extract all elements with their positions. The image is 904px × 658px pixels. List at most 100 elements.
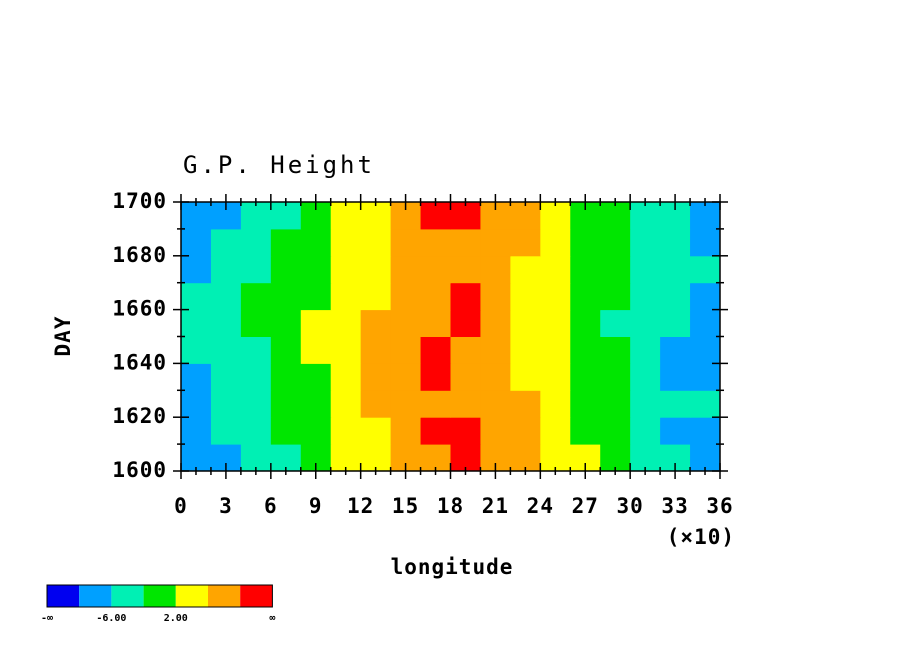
heat-cell: [360, 444, 392, 472]
x-tick-label: 24: [527, 494, 554, 518]
heat-cell: [270, 282, 302, 311]
heat-cell: [510, 255, 541, 284]
heat-cell: [630, 444, 661, 472]
heat-cell: [480, 390, 511, 418]
heat-cell: [181, 390, 212, 418]
heat-cell: [360, 255, 392, 284]
y-tick-label: 1660: [112, 297, 167, 321]
colorbar-label: ∞: [269, 613, 275, 624]
heat-cell: [181, 417, 212, 445]
colorbar-swatch: [111, 585, 144, 607]
heat-cell: [300, 417, 332, 445]
heat-cell: [210, 255, 242, 284]
heat-cell: [270, 202, 302, 230]
heat-cell: [330, 363, 362, 391]
heat-cell: [510, 202, 541, 230]
heat-cell: [480, 309, 511, 337]
heat-cell: [240, 255, 272, 284]
heat-cell: [690, 255, 721, 284]
heat-cell: [600, 390, 631, 418]
heat-cell: [510, 228, 541, 257]
heat-cell: [630, 363, 661, 391]
heat-cell: [630, 309, 661, 337]
heat-cell: [210, 417, 242, 445]
heat-cell: [600, 255, 631, 284]
heat-cell: [270, 444, 302, 472]
heat-cell: [210, 363, 242, 391]
heat-cell: [240, 444, 272, 472]
heat-cell: [420, 309, 451, 337]
heat-cell: [630, 282, 661, 311]
heat-cell: [540, 202, 571, 230]
heat-cell: [300, 363, 332, 391]
heat-cell: [360, 390, 392, 418]
heat-cell: [360, 202, 392, 230]
heat-cell: [300, 255, 332, 284]
heat-cell: [420, 202, 451, 230]
heat-cell: [210, 309, 242, 337]
heat-cell: [450, 444, 481, 472]
y-tick-label: 1640: [112, 350, 167, 374]
x-tick-label: 3: [219, 494, 233, 518]
heat-cell: [450, 282, 481, 311]
heat-cell: [181, 228, 212, 257]
heat-cell: [630, 228, 661, 257]
heat-cell: [420, 390, 451, 418]
heat-cell: [181, 363, 212, 391]
heat-cell: [270, 255, 302, 284]
x-tick-label: 6: [264, 494, 278, 518]
heat-cell: [390, 336, 422, 364]
heat-cell: [510, 309, 541, 337]
heat-cell: [660, 390, 691, 418]
heat-cell: [600, 282, 631, 311]
heat-cell: [420, 282, 451, 311]
heat-cell: [360, 336, 392, 364]
heat-cell: [630, 202, 661, 230]
heat-cell: [300, 390, 332, 418]
heat-cell: [510, 282, 541, 311]
heat-cell: [630, 390, 661, 418]
heat-cell: [690, 363, 721, 391]
heat-cell: [660, 228, 691, 257]
heat-cell: [690, 282, 721, 311]
heat-cell: [600, 336, 631, 364]
heat-cell: [390, 282, 422, 311]
heat-cell: [420, 444, 451, 472]
heat-cell: [330, 202, 362, 230]
heat-cell: [330, 390, 362, 418]
y-tick-label: 1620: [112, 404, 167, 428]
heat-cell: [390, 390, 422, 418]
heat-cell: [450, 309, 481, 337]
heat-cell: [600, 444, 631, 472]
y-tick-label: 1600: [112, 458, 167, 482]
heat-cell: [540, 255, 571, 284]
x-tick-label: 27: [572, 494, 599, 518]
heat-cell: [540, 282, 571, 311]
heat-cell: [181, 202, 212, 230]
heat-cell: [420, 363, 451, 391]
heat-cell: [240, 390, 272, 418]
heat-cell: [360, 282, 392, 311]
colorbar-swatch: [208, 585, 241, 607]
x-tick-label: 36: [706, 494, 733, 518]
heat-cell: [510, 444, 541, 472]
heat-cell: [570, 417, 601, 445]
heat-cell: [690, 390, 721, 418]
heat-cell: [660, 417, 691, 445]
heat-cell: [300, 282, 332, 311]
heat-cell: [480, 228, 511, 257]
colorbar-label: -6.00: [96, 613, 126, 624]
heat-cell: [300, 336, 332, 364]
heat-cell: [690, 202, 721, 230]
heat-cell: [270, 390, 302, 418]
heat-cell: [450, 228, 481, 257]
heat-cell: [330, 336, 362, 364]
heat-cell: [660, 336, 691, 364]
heat-cell: [181, 282, 212, 311]
heat-cell: [480, 336, 511, 364]
heat-cell: [690, 336, 721, 364]
heat-cell: [480, 417, 511, 445]
colorbar-frame: [46, 584, 273, 608]
heat-cell: [210, 390, 242, 418]
heat-cell: [360, 228, 392, 257]
